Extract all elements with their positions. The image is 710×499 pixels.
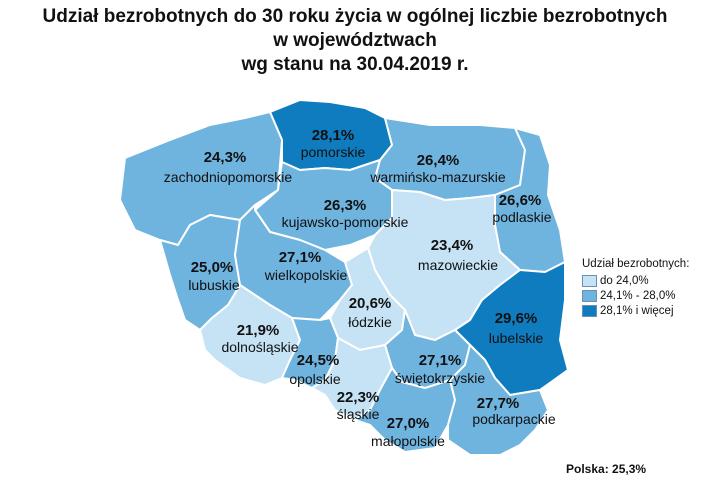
region-name-kujawsko-pomorskie: kujawsko-pomorskie: [282, 214, 409, 230]
legend: Udział bezrobotnych: do 24,0% 24,1% - 28…: [582, 258, 704, 318]
region-value-slaskie: 22,3%: [337, 389, 380, 406]
region-value-lodzkie: 20,6%: [349, 295, 392, 312]
region-name-dolnoslaskie: dolnośląskie: [221, 339, 298, 355]
region-value-wielkopolskie: 27,1%: [279, 249, 322, 266]
map-title-line-1: Udział bezrobotnych do 30 roku życia w o…: [42, 6, 668, 27]
region-name-opolskie: opolskie: [289, 371, 341, 387]
region-value-lubelskie: 29,6%: [495, 310, 538, 327]
legend-title: Udział bezrobotnych:: [582, 258, 690, 270]
region-name-wielkopolskie: wielkopolskie: [264, 267, 348, 283]
region-value-dolnoslaskie: 21,9%: [237, 322, 280, 339]
region-value-podlaskie: 26,6%: [499, 192, 542, 209]
region-value-kujawsko-pomorskie: 26,3%: [324, 197, 367, 214]
legend-swatch-mid: [582, 289, 597, 302]
region-name-lubelskie: lubelskie: [489, 330, 544, 346]
region-name-malopolskie: małopolskie: [371, 433, 445, 449]
region-name-podkarpackie: podkarpackie: [472, 411, 555, 427]
region-malopolskie: [354, 367, 456, 453]
region-name-warminsko-mazurskie: warmińsko-mazurskie: [369, 169, 506, 185]
region-name-podlaskie: podlaskie: [492, 209, 551, 225]
region-name-mazowieckie: mazowieckie: [418, 257, 498, 273]
map-title-line-3: wg stanu na 30.04.2019 r.: [241, 54, 469, 75]
region-name-slaskie: śląskie: [337, 406, 380, 422]
legend-item-high: 28,1% i więcej: [582, 303, 704, 318]
region-value-swietokrzyskie: 27,1%: [419, 352, 462, 369]
region-name-lodzkie: łódzkie: [348, 314, 392, 330]
legend-label-low: do 24,0%: [600, 274, 649, 287]
region-value-zachodniopomorskie: 24,3%: [204, 149, 247, 166]
region-podkarpackie: [447, 344, 549, 456]
legend-label-high: 28,1% i więcej: [600, 304, 674, 317]
legend-label-mid: 24,1% - 28,0%: [600, 289, 676, 302]
region-value-warminsko-mazurskie: 26,4%: [417, 152, 460, 169]
region-name-pomorskie: pomorskie: [301, 144, 366, 160]
national-total: Polska: 25,3%: [566, 462, 647, 476]
legend-swatch-low: [582, 274, 597, 287]
region-value-malopolskie: 27,0%: [387, 415, 430, 432]
legend-swatch-high: [582, 304, 597, 317]
region-value-opolskie: 24,5%: [297, 352, 340, 369]
region-name-swietokrzyskie: świętokrzyskie: [395, 370, 485, 386]
map-title-line-2: w województwach: [273, 30, 437, 51]
region-value-podkarpackie: 27,7%: [477, 395, 520, 412]
region-value-pomorskie: 28,1%: [312, 127, 355, 144]
region-value-mazowieckie: 23,4%: [431, 237, 474, 254]
region-name-zachodniopomorskie: zachodniopomorskie: [164, 169, 293, 185]
region-name-lubuskie: lubuskie: [188, 277, 240, 293]
legend-item-low: do 24,0%: [582, 273, 704, 288]
region-value-lubuskie: 25,0%: [191, 259, 234, 276]
legend-item-mid: 24,1% - 28,0%: [582, 288, 704, 303]
